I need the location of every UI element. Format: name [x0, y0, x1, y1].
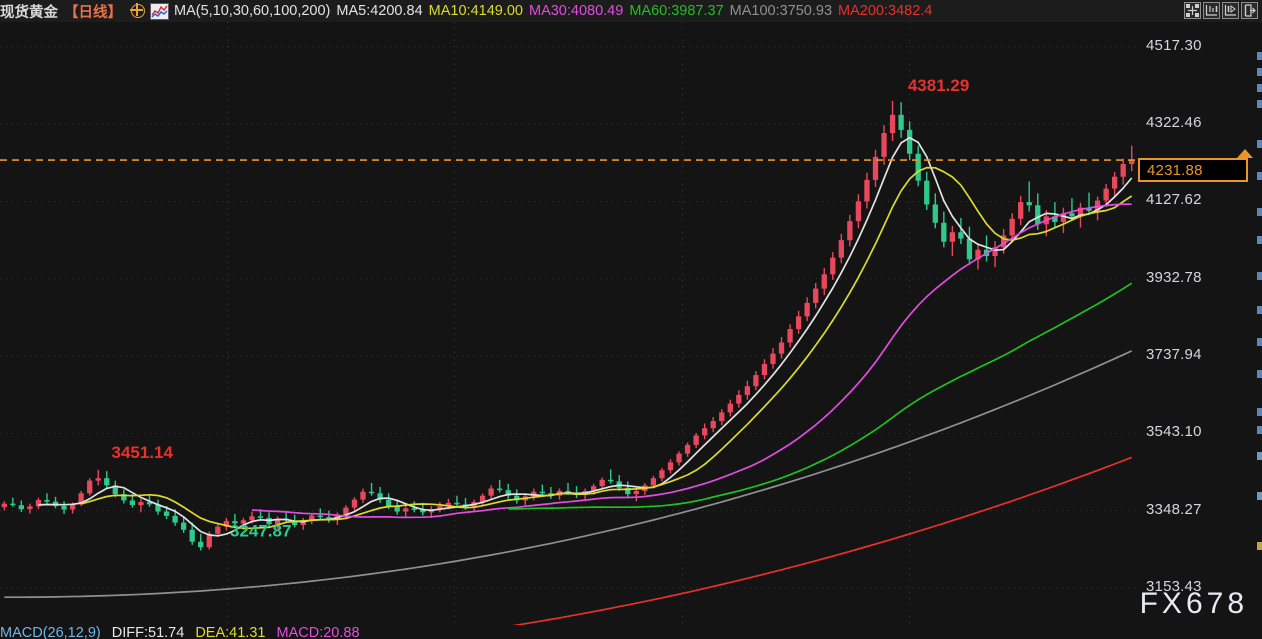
price-chart-plot[interactable]: 4381.29 3451.14 3247.87	[0, 22, 1136, 625]
ma-settings-label: MA(5,10,30,60,100,200)	[174, 3, 331, 19]
last-price-badge[interactable]: 4231.88	[1138, 158, 1248, 183]
ma60-value: MA60:3987.37	[629, 3, 724, 19]
edge-marker	[1257, 338, 1262, 346]
edge-marker	[1257, 306, 1262, 314]
edge-marker	[1257, 408, 1262, 416]
edge-marker	[1257, 140, 1262, 148]
chart-align-left-glyph	[1205, 5, 1218, 16]
edge-marker	[1257, 208, 1262, 216]
macd-macd-value: MACD:20.88	[276, 625, 360, 639]
price-annotations: 4381.29 3451.14 3247.87	[111, 76, 969, 540]
candle-series[interactable]	[1, 100, 1135, 551]
mini-chart-icon[interactable]	[150, 2, 169, 20]
price-tick-label: 3932.78	[1146, 268, 1202, 286]
svg-text:3247.87: 3247.87	[230, 521, 291, 540]
chart-period-label[interactable]: 【日线】	[64, 4, 122, 21]
chart-toolbar	[1184, 2, 1258, 19]
crosshair-move-glyph	[1186, 4, 1199, 17]
price-tick-label: 4517.30	[1146, 36, 1202, 54]
chart-align-right-icon[interactable]	[1222, 2, 1239, 19]
ma5-value: MA5:4200.84	[336, 3, 423, 19]
ma10-value: MA10:4149.00	[428, 3, 523, 19]
crosshair-circle-icon[interactable]	[130, 3, 145, 18]
edge-marker	[1257, 492, 1262, 500]
macd-diff-value: DIFF:51.74	[111, 625, 185, 639]
edge-marker	[1257, 100, 1262, 108]
ma200-value: MA200:3482.4	[838, 3, 933, 19]
chart-align-right-glyph	[1224, 5, 1236, 16]
price-tick-label: 3737.94	[1146, 346, 1202, 364]
price-tick-label: 4322.46	[1146, 114, 1202, 132]
edge-marker	[1257, 236, 1262, 244]
price-tick-label: 3543.10	[1146, 423, 1202, 441]
price-axis[interactable]: 4231.88 4517.30 4322.46 4127.62 3932.78 3737…	[1136, 22, 1262, 625]
edge-marker	[1257, 452, 1262, 460]
edge-marker	[1257, 370, 1262, 378]
svg-text:3451.14: 3451.14	[111, 443, 173, 462]
ma-line-ma10	[80, 166, 1133, 530]
right-edge-marker-strip	[1255, 22, 1262, 625]
moving-average-lines	[4, 136, 1133, 625]
last-price-arrow-icon	[1237, 149, 1253, 159]
price-tick-label: 3153.43	[1146, 577, 1202, 595]
plot-background	[0, 22, 1136, 625]
price-tick-label: 4127.62	[1146, 191, 1202, 209]
chart-header-bar: 现货黄金 【日线】 MA(5,10,30,60,100,200) MA5:420…	[0, 0, 1262, 22]
macd-dea-value: DEA:41.31	[195, 625, 266, 639]
ma-line-ma5	[38, 136, 1133, 537]
candlestick-svg[interactable]: 4381.29 3451.14 3247.87	[0, 22, 1136, 625]
price-tick-label: 3348.27	[1146, 500, 1202, 518]
chart-align-left-icon[interactable]	[1203, 2, 1220, 19]
chart-scroll-end-glyph	[1244, 4, 1256, 17]
macd-title: MACD(26,12,9)	[0, 625, 101, 639]
symbol-name[interactable]: 现货黄金	[0, 4, 58, 21]
edge-marker	[1257, 172, 1262, 180]
watermark-fx678: FX678	[1139, 587, 1248, 620]
edge-marker	[1257, 84, 1262, 92]
ma-line-ma100	[4, 350, 1133, 599]
edge-marker	[1257, 52, 1262, 60]
ma-line-ma200	[512, 456, 1133, 625]
edge-marker	[1257, 542, 1262, 550]
crosshair-move-icon[interactable]	[1184, 2, 1201, 19]
chart-scroll-end-icon[interactable]	[1241, 2, 1258, 19]
edge-marker	[1257, 272, 1262, 280]
ma-line-ma60	[508, 282, 1133, 510]
ma30-value: MA30:4080.49	[528, 3, 624, 19]
macd-indicator-header: MACD(26,12,9) DIFF:51.74 DEA:41.31 MACD:…	[0, 625, 1262, 639]
ma100-value: MA100:3750.93	[729, 3, 833, 19]
edge-marker	[1257, 68, 1262, 76]
ma-line-ma30	[251, 203, 1132, 519]
svg-text:4381.29: 4381.29	[908, 76, 969, 95]
mini-chart-glyph	[151, 3, 168, 19]
edge-marker	[1257, 426, 1262, 434]
